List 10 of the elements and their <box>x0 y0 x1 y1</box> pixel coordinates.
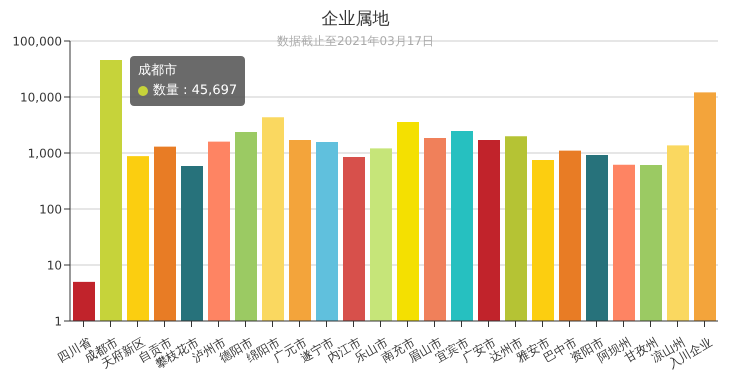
y-tick-label: 10,000 <box>20 90 62 104</box>
y-tick-label: 10 <box>46 258 62 272</box>
y-tick-label: 1,000 <box>28 146 62 160</box>
y-tick-label: 1 <box>54 314 62 328</box>
y-tick-label: 100 <box>39 202 62 216</box>
y-tick-label: 100,000 <box>12 34 62 48</box>
chart-title: 企业属地 <box>320 8 390 30</box>
annotation: 数量 : 45,697 <box>153 82 238 100</box>
annotation: 成都市 <box>138 62 177 80</box>
chart-subtitle: 数据截止至2021年03月17日 <box>276 34 434 48</box>
